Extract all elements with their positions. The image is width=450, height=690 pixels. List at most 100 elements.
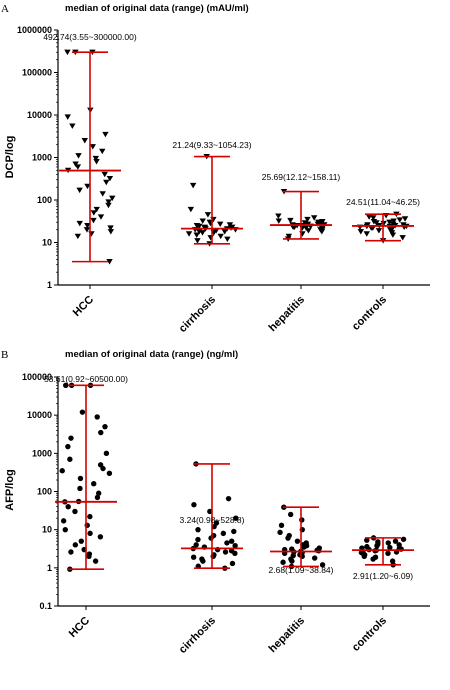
data-point	[84, 183, 91, 190]
data-point	[401, 216, 409, 222]
data-point	[229, 538, 235, 544]
data-point	[396, 542, 402, 548]
panel-b-title: median of original data (range) (ng/ml)	[65, 349, 238, 360]
data-point	[190, 554, 197, 560]
data-point	[106, 259, 113, 265]
data-point	[59, 468, 65, 474]
data-point	[278, 522, 285, 529]
category-label: hepatitis	[267, 615, 307, 655]
data-point	[277, 529, 283, 536]
data-point	[69, 123, 76, 129]
data-point	[75, 153, 82, 159]
data-point	[400, 222, 407, 228]
data-point	[99, 191, 106, 197]
data-point	[302, 225, 310, 231]
data-point	[87, 513, 93, 520]
data-point	[201, 224, 208, 231]
data-point	[224, 236, 231, 243]
data-point	[193, 232, 200, 238]
data-point	[232, 543, 238, 549]
data-point	[287, 217, 294, 224]
data-point	[199, 218, 206, 224]
y-tick-label: 1	[47, 280, 52, 290]
data-point	[77, 485, 83, 492]
data-point	[109, 195, 116, 202]
data-point	[318, 226, 326, 232]
panel-a-marks: 492.74(3.55~300000.00) 21.24(9.33~1054.23…	[43, 32, 420, 265]
data-point	[390, 221, 397, 228]
data-point	[94, 494, 101, 501]
data-point	[67, 456, 73, 462]
data-point	[275, 213, 282, 219]
category-label: HCC	[67, 615, 92, 640]
data-point	[275, 218, 282, 224]
data-point	[92, 558, 99, 564]
panel-b-marks: 53.61(0.92~60500.00) 3.24(0.98~528.8) 2.68…	[44, 374, 414, 581]
y-tick-label: 1000000	[17, 25, 52, 35]
data-point	[289, 546, 295, 552]
data-point	[389, 558, 396, 564]
data-point	[207, 235, 214, 241]
summary-label: 25.69(12.12~158.11)	[262, 172, 341, 182]
y-tick-label: 1000	[32, 153, 52, 163]
data-point	[106, 175, 114, 182]
data-point	[72, 542, 79, 548]
data-point	[65, 443, 71, 450]
data-point	[372, 554, 379, 560]
data-point	[385, 550, 391, 557]
data-point	[92, 155, 100, 162]
data-point	[319, 219, 326, 225]
summary-label: 3.24(0.98~528.8)	[180, 515, 245, 525]
data-point	[364, 222, 371, 228]
data-point	[375, 539, 381, 545]
data-point	[390, 218, 397, 224]
data-point	[106, 470, 113, 476]
data-point	[90, 210, 98, 216]
data-point	[91, 481, 97, 487]
data-point	[102, 131, 109, 138]
data-point	[72, 508, 78, 515]
data-point	[222, 549, 229, 555]
panel-a-label: A	[1, 3, 9, 15]
data-point	[364, 537, 370, 543]
data-point	[280, 559, 286, 565]
y-tick-label: 100000	[22, 372, 52, 382]
data-point	[310, 215, 318, 221]
data-point	[102, 423, 108, 430]
data-point	[84, 223, 91, 229]
data-point	[400, 536, 407, 542]
y-tick-label: 10	[42, 525, 52, 535]
data-point	[98, 429, 104, 436]
data-point	[107, 229, 115, 235]
data-point	[386, 219, 393, 226]
data-point	[195, 526, 201, 533]
data-point	[233, 515, 239, 521]
data-point	[93, 206, 100, 213]
data-point	[226, 222, 234, 228]
data-point	[193, 223, 201, 229]
data-point	[105, 202, 112, 209]
data-point	[94, 414, 100, 420]
data-point	[81, 138, 88, 144]
data-point	[68, 549, 74, 555]
y-tick-label: 10000	[27, 110, 52, 120]
data-point	[60, 518, 67, 524]
data-point	[319, 562, 326, 568]
data-point	[199, 556, 205, 562]
y-tick-label: 100	[37, 195, 52, 205]
data-point	[107, 225, 114, 231]
data-point	[76, 187, 83, 194]
data-point	[79, 409, 86, 415]
summary-label: 492.74(3.55~300000.00)	[43, 32, 137, 42]
data-point	[301, 220, 309, 226]
data-point	[375, 228, 383, 234]
data-point	[299, 231, 306, 237]
data-point	[316, 545, 322, 551]
category-label: controls	[350, 294, 389, 333]
data-point	[189, 182, 197, 189]
panel-a: A median of original data (range) (mAU/m…	[1, 3, 430, 335]
data-point	[399, 235, 406, 241]
data-point	[294, 538, 301, 544]
y-tick-label: 10	[42, 238, 52, 248]
